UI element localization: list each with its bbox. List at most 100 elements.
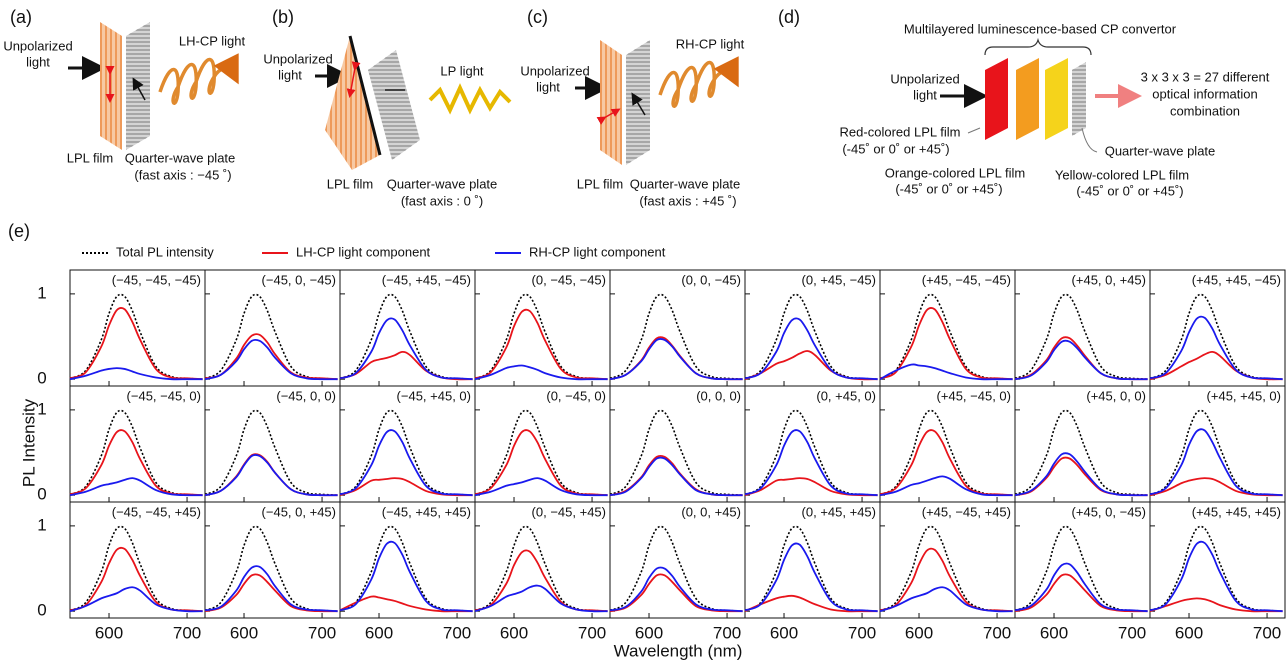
input-label: Unpolarized — [263, 51, 332, 66]
x-tick-label: 700 — [1118, 623, 1146, 642]
plot-frame — [879, 385, 1016, 503]
x-tick-label: 700 — [713, 623, 741, 642]
brace — [984, 37, 1092, 56]
chart-title: (0, −45, 0) — [546, 388, 606, 403]
plate-axis: (fast axis : −45 ˚) — [134, 167, 231, 182]
series-line — [1014, 562, 1148, 613]
chart-title: (0, 0, −45) — [681, 272, 741, 287]
series-line — [69, 307, 203, 381]
x-tick-label: 600 — [365, 623, 393, 642]
leader — [1081, 127, 1098, 153]
chart-title: (−45, +45, −45) — [382, 272, 471, 287]
series-line — [69, 477, 203, 497]
chart-title: (0, 0, +45) — [681, 504, 741, 519]
chart-title: (+45, 0, +45) — [1072, 272, 1146, 287]
series-line — [879, 475, 1013, 497]
x-tick-label: 600 — [95, 623, 123, 642]
series-line — [609, 293, 743, 380]
x-tick-label: 700 — [983, 623, 1011, 642]
x-axis-label: Wavelength (nm) — [614, 641, 743, 660]
lpl-film — [325, 36, 380, 170]
series-line — [744, 429, 878, 497]
series-line — [609, 566, 743, 613]
series-line — [1014, 409, 1148, 496]
output-label: LH-CP light — [179, 33, 246, 48]
chart-title: (−45, 0, 0) — [276, 388, 336, 403]
x-tick-label: 600 — [770, 623, 798, 642]
series-line — [204, 338, 338, 381]
film-edge — [348, 35, 382, 156]
x-tick-label: 700 — [308, 623, 336, 642]
panel-d: (d) Multilayered luminescence-based CP c… — [778, 7, 1270, 199]
chart-title: (+45, −45, +45) — [922, 504, 1011, 519]
plot-frame — [609, 269, 746, 387]
plate-label: Quarter-wave plate — [630, 176, 741, 191]
plot-frame — [474, 269, 611, 387]
chart-title: (0, −45, −45) — [532, 272, 606, 287]
quarter-wave-plate — [368, 50, 420, 160]
panel-b: (b) Unpolarized light LP light LPL film … — [263, 7, 512, 208]
chart-title: (−45, 0, −45) — [262, 272, 336, 287]
red-film — [985, 58, 1008, 140]
plot-frame — [879, 501, 1016, 619]
plate-label: Quarter-wave plate — [1105, 143, 1216, 158]
series-line — [1149, 428, 1283, 497]
film-label: Red-colored LPL film — [840, 124, 961, 139]
series-line — [474, 584, 608, 613]
output-label: combination — [1170, 103, 1240, 118]
input-label: light — [536, 79, 560, 94]
panel-c: (c) Unpolarized light RH-CP light LPL fi… — [520, 7, 744, 209]
y-tick-label: 1 — [37, 283, 46, 302]
quarter-wave-plate — [1072, 62, 1086, 136]
series-line — [609, 338, 743, 381]
plot-frame — [474, 385, 611, 503]
chart-title: (−45, +45, +45) — [382, 504, 471, 519]
chart-title: (+45, +45, −45) — [1192, 272, 1281, 287]
orange-film — [1016, 58, 1039, 140]
film-label: Yellow-colored LPL film — [1055, 167, 1189, 182]
series-line — [609, 409, 743, 496]
panel-label: (c) — [527, 7, 548, 27]
chart-title: (−45, −45, +45) — [112, 504, 201, 519]
series-line — [69, 367, 203, 381]
series-line — [204, 454, 338, 497]
x-tick-label: 600 — [230, 623, 258, 642]
output-label: LP light — [440, 63, 484, 78]
lp-wave — [428, 83, 512, 115]
series-line — [474, 477, 608, 497]
chart-title: (0, +45, 0) — [816, 388, 876, 403]
x-tick-label: 600 — [635, 623, 663, 642]
plate-label: Quarter-wave plate — [125, 150, 236, 165]
chart-title: (+45, 0, 0) — [1086, 388, 1146, 403]
legend: Total PL intensity LH-CP light component R… — [82, 244, 666, 259]
film-label: LPL film — [67, 150, 113, 165]
plot-frame — [204, 501, 341, 619]
legend-label: Total PL intensity — [116, 244, 214, 259]
series-line — [1014, 293, 1148, 380]
chart-title: (−45, −45, 0) — [127, 388, 201, 403]
chart-title: (−45, −45, −45) — [112, 272, 201, 287]
series-line — [1149, 597, 1283, 613]
panel-label: (e) — [8, 221, 30, 241]
film-label: Orange-colored LPL film — [885, 165, 1025, 180]
plate-axis: (fast axis : 0 ˚) — [401, 193, 483, 208]
series-line — [339, 595, 473, 613]
helix — [658, 56, 739, 108]
helix — [158, 53, 239, 105]
panel-label: (a) — [10, 7, 32, 27]
x-tick-label: 700 — [848, 623, 876, 642]
panel-a: (a) Unpolarized light LH-CP light LPL fi… — [3, 7, 245, 183]
x-tick-label: 700 — [1253, 623, 1281, 642]
chart-title: (+45, −45, 0) — [937, 388, 1011, 403]
chart-title: (+45, +45, 0) — [1207, 388, 1281, 403]
film-label: LPL film — [327, 176, 373, 191]
series-line — [1014, 452, 1148, 497]
legend-label: RH-CP light component — [529, 244, 666, 259]
plot-frame — [339, 385, 476, 503]
x-tick-label: 600 — [1040, 623, 1068, 642]
input-label: light — [26, 54, 50, 69]
series-line — [744, 317, 878, 381]
x-tick-label: 600 — [500, 623, 528, 642]
polarization — [596, 108, 621, 125]
